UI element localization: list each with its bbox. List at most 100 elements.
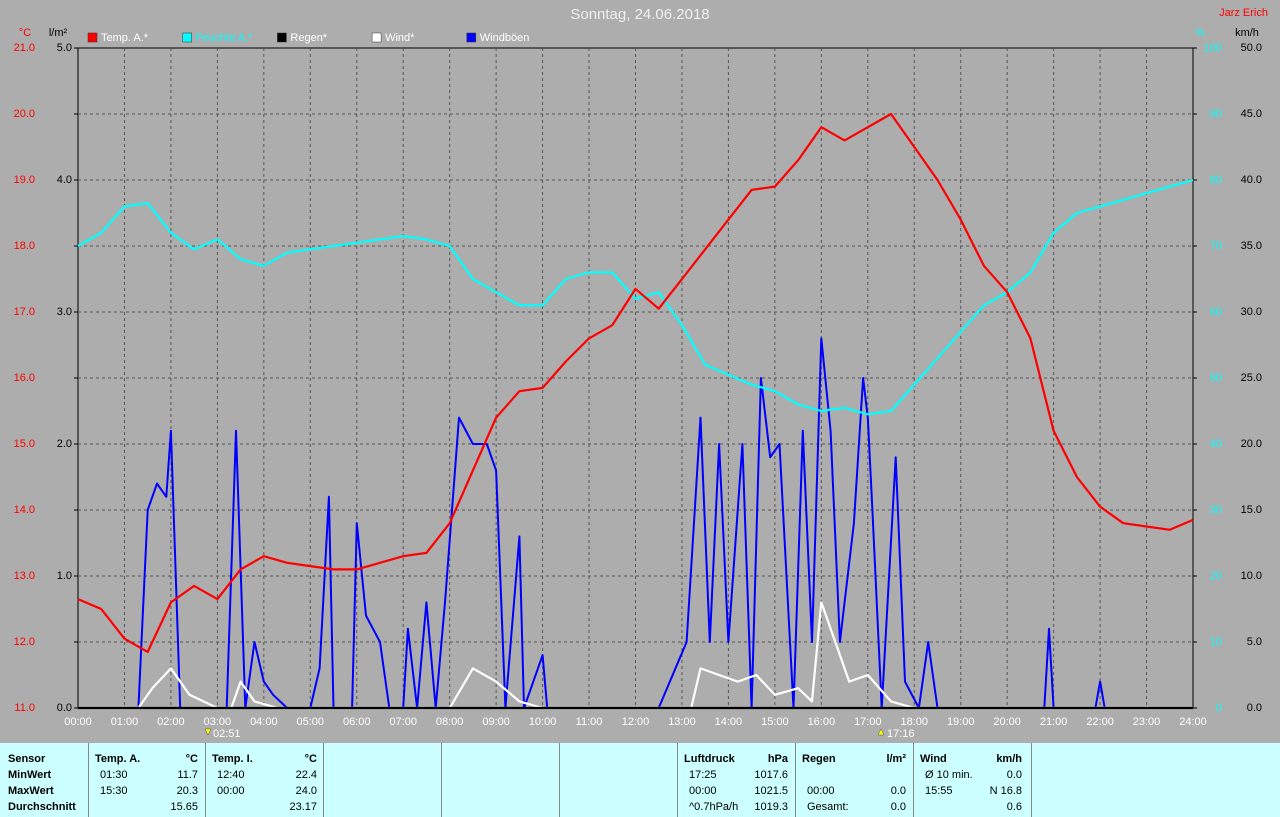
y-tick-label: 25.0 bbox=[1241, 372, 1262, 384]
legend-swatch bbox=[466, 32, 477, 43]
x-tick-label: 17:00 bbox=[854, 716, 882, 728]
table-cell: 1021.5 bbox=[754, 785, 788, 797]
table-cell: MaxWert bbox=[8, 785, 54, 797]
y-tick-label: 35.0 bbox=[1241, 240, 1262, 252]
x-tick-label: 03:00 bbox=[204, 716, 232, 728]
y-tick-label: 13.0 bbox=[14, 570, 35, 582]
table-cell: 23.17 bbox=[289, 801, 317, 813]
y-tick-label: 10.0 bbox=[1241, 570, 1262, 582]
y-tick-label: 11.0 bbox=[14, 702, 35, 714]
y-tick-label: 5.0 bbox=[1247, 636, 1262, 648]
table-cell: 12:40 bbox=[217, 769, 245, 781]
chart-title: Sonntag, 24.06.2018 bbox=[570, 6, 709, 23]
data-line bbox=[78, 337, 1193, 709]
table-cell: Gesamt: bbox=[807, 801, 849, 813]
sunrise-icon bbox=[204, 728, 212, 736]
table-cell: MinWert bbox=[8, 769, 52, 781]
y-tick-label: 20.0 bbox=[1241, 438, 1262, 450]
legend-label: Wind* bbox=[385, 32, 415, 44]
y-tick-label: 5.0 bbox=[57, 42, 72, 54]
legend-swatch bbox=[87, 32, 98, 43]
table-cell: km/h bbox=[996, 753, 1022, 765]
y-tick-label: 20 bbox=[1210, 570, 1222, 582]
table-cell: Temp. I. bbox=[212, 753, 253, 765]
y-tick-label: 18.0 bbox=[14, 240, 35, 252]
x-tick-label: 20:00 bbox=[993, 716, 1021, 728]
table-cell: Ø 10 min. bbox=[925, 769, 973, 781]
table-cell: 1017.6 bbox=[754, 769, 788, 781]
separator bbox=[323, 743, 324, 817]
y-tick-label: 4.0 bbox=[57, 174, 72, 186]
x-tick-label: 04:00 bbox=[250, 716, 278, 728]
y-tick-label: 16.0 bbox=[14, 372, 35, 384]
table-cell: 1019.3 bbox=[754, 801, 788, 813]
y-tick-label: 17.0 bbox=[14, 306, 35, 318]
separator bbox=[559, 743, 560, 817]
x-tick-label: 22:00 bbox=[1086, 716, 1114, 728]
table-cell: 20.3 bbox=[176, 785, 198, 797]
y-tick-label: 14.0 bbox=[14, 504, 35, 516]
x-tick-label: 01:00 bbox=[111, 716, 139, 728]
table-cell: 24.0 bbox=[295, 785, 317, 797]
table-cell: Durchschnitt bbox=[8, 801, 76, 813]
table-cell: N 16.8 bbox=[989, 785, 1022, 797]
legend-label: Regen* bbox=[290, 32, 327, 44]
chart: Sonntag, 24.06.2018 Jarz Erich °C l/m² %… bbox=[14, 6, 1268, 740]
separator bbox=[913, 743, 914, 817]
y-tick-label: 80 bbox=[1210, 174, 1222, 186]
x-tick-label: 11:00 bbox=[576, 716, 603, 728]
legend-label: Feuchte A.* bbox=[196, 32, 254, 44]
x-tick-label: 10:00 bbox=[529, 716, 557, 728]
separator bbox=[1031, 743, 1032, 817]
x-tick-label: 02:00 bbox=[157, 716, 185, 728]
axis-unit: °C bbox=[19, 27, 31, 39]
x-tick-label: 12:00 bbox=[622, 716, 650, 728]
x-tick-label: 16:00 bbox=[808, 716, 836, 728]
table-cell: 22.4 bbox=[295, 769, 317, 781]
y-tick-label: 1.0 bbox=[57, 570, 72, 582]
y-tick-label: 70 bbox=[1210, 240, 1222, 252]
author: Jarz Erich bbox=[1219, 7, 1268, 19]
x-tick-label: 06:00 bbox=[343, 716, 371, 728]
y-tick-label: 10 bbox=[1210, 636, 1222, 648]
table-cell: 15.65 bbox=[170, 801, 198, 813]
y-tick-label: 45.0 bbox=[1241, 108, 1262, 120]
annotation: 02:51 bbox=[213, 728, 241, 740]
table-cell: l/m² bbox=[886, 753, 906, 765]
table-cell: Sensor bbox=[8, 753, 46, 765]
y-tick-label: 20.0 bbox=[14, 108, 35, 120]
x-tick-label: 07:00 bbox=[389, 716, 417, 728]
x-tick-label: 13:00 bbox=[668, 716, 696, 728]
table-cell: °C bbox=[185, 753, 198, 765]
table-cell: 15:30 bbox=[100, 785, 128, 797]
separator bbox=[795, 743, 796, 817]
y-tick-label: 12.0 bbox=[14, 636, 35, 648]
legend-label: Windböen bbox=[480, 32, 530, 44]
y-tick-label: 15.0 bbox=[14, 438, 35, 450]
x-tick-label: 24:00 bbox=[1179, 716, 1207, 728]
table-cell: 0.0 bbox=[890, 801, 906, 813]
y-tick-label: 50 bbox=[1210, 372, 1222, 384]
y-tick-label: 0.0 bbox=[57, 702, 72, 714]
x-tick-label: 00:00 bbox=[64, 716, 92, 728]
table-cell: 17:25 bbox=[689, 769, 717, 781]
separator bbox=[88, 743, 89, 817]
table-cell: hPa bbox=[767, 753, 788, 765]
x-tick-label: 15:00 bbox=[761, 716, 789, 728]
table-cell: 11.7 bbox=[177, 769, 198, 781]
separator bbox=[205, 743, 206, 817]
y-tick-label: 30 bbox=[1210, 504, 1222, 516]
x-tick-label: 18:00 bbox=[900, 716, 928, 728]
y-tick-label: 0.0 bbox=[1247, 702, 1262, 714]
y-tick-label: 50.0 bbox=[1241, 42, 1262, 54]
table-cell: ^0.7hPa/h bbox=[689, 801, 739, 813]
data-line bbox=[77, 112, 1194, 653]
legend-swatch bbox=[277, 32, 287, 43]
x-tick-label: 08:00 bbox=[436, 716, 464, 728]
y-tick-label: 30.0 bbox=[1241, 306, 1262, 318]
y-tick-label: 15.0 bbox=[1241, 504, 1262, 516]
table-cell: 0.0 bbox=[890, 785, 906, 797]
stats-table: Sensor MinWert MaxWert Durchschnitt Temp. A.… bbox=[0, 743, 1280, 817]
table-cell: 00:00 bbox=[807, 785, 835, 797]
